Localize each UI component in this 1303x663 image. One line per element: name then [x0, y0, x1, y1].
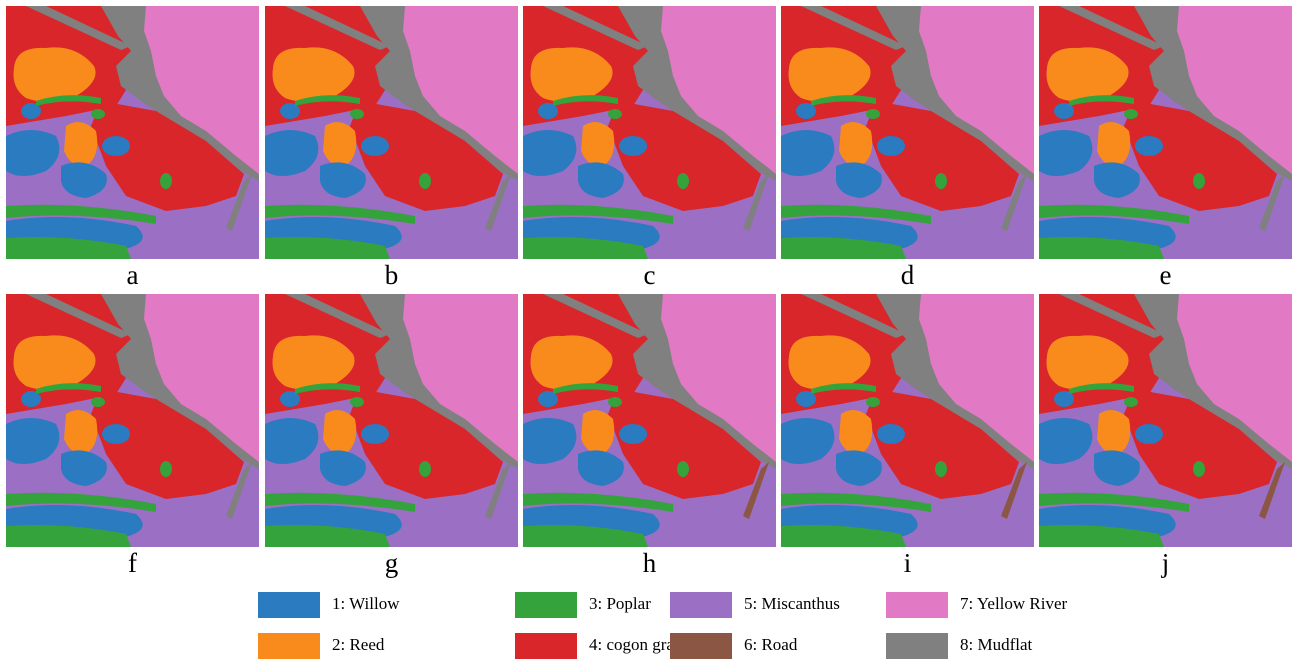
classification-map-j [1039, 294, 1292, 547]
panel-label-c: c [643, 260, 656, 290]
legend-swatch [886, 592, 948, 618]
panel-label-j: j [1161, 548, 1170, 578]
panel-label-e: e [1159, 260, 1172, 290]
panel-label-i: i [903, 548, 912, 578]
classification-map-i [781, 294, 1034, 547]
panel-label-h: h [642, 548, 657, 578]
legend-label: 3: Poplar [589, 594, 651, 613]
panel-label-f: f [128, 548, 137, 578]
legend-label: 2: Reed [332, 635, 385, 654]
legend-swatch [515, 592, 577, 618]
legend-label: 1: Willow [332, 594, 400, 613]
panel-label-d: d [900, 260, 915, 290]
legend-label: 6: Road [744, 635, 798, 654]
legend-swatch [886, 633, 948, 659]
classification-map-f [6, 294, 259, 547]
legend-swatch [670, 633, 732, 659]
classification-map-h [523, 294, 776, 547]
panel-label-b: b [384, 260, 399, 290]
classification-map-a [6, 6, 259, 259]
legend-label: 8: Mudflat [960, 635, 1033, 654]
legend-swatch [258, 592, 320, 618]
legend-swatch [258, 633, 320, 659]
legend-swatch [515, 633, 577, 659]
legend-label: 4: cogon grass [589, 635, 688, 654]
classification-map-c [523, 6, 776, 259]
classification-map-e [1039, 6, 1292, 259]
legend-swatch [670, 592, 732, 618]
legend-label: 7: Yellow River [960, 594, 1068, 613]
panel-label-a: a [126, 260, 139, 290]
panel-label-g: g [384, 548, 399, 578]
legend-label: 5: Miscanthus [744, 594, 840, 613]
classification-map-b [265, 6, 518, 259]
classification-map-d [781, 6, 1034, 259]
classification-map-g [265, 294, 518, 547]
